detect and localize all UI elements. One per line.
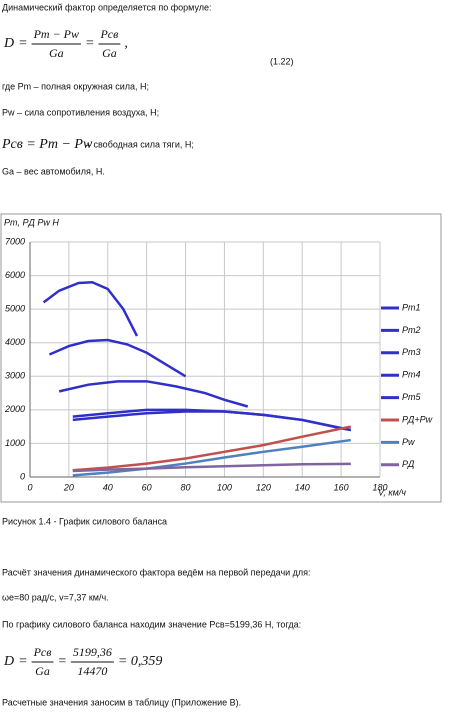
legend-label: PД+Pw [402,414,433,424]
formula-part: = [18,36,27,51]
series-line [72,408,352,432]
paragraph: ωе=80 рад/с, v=7,37 км/ч. [2,592,109,602]
paragraph: Расчетные значения заносим в таблицу (Пр… [2,697,241,707]
formula-part: = [85,36,94,51]
series-line [72,462,351,473]
series-line [42,281,139,337]
formula-part: D [3,36,14,51]
x-tick-label: 160 [334,482,349,492]
formula-numerator: 5199,36 [73,645,112,659]
series-line [48,338,187,378]
intro: Динамический фактор определяется по форм… [2,2,212,12]
legend-label: Pm1 [402,302,421,312]
definition: Gа – вес автомобиля, Н. [2,166,105,176]
definition-formula: Pсв = Pm − Pw [1,137,93,152]
x-tick-label: 140 [295,482,310,492]
series-line [72,410,352,432]
formula-numerator: Pсв [99,27,118,41]
legend-label: Pm5 [402,392,422,402]
x-tick-label: 40 [103,482,113,492]
definition: – свободная сила тяги, Н; [86,139,194,149]
legend-label: Pm3 [402,347,421,357]
formula-denominator: 14470 [77,664,107,678]
x-tick-label: 60 [142,482,152,492]
legend-label: Pm4 [402,370,421,380]
definition: где Pm – полная окружная сила, Н; [2,81,149,91]
y-tick-label: 7000 [5,236,25,246]
caption: Рисунок 1.4 - График силового баланса [2,516,167,526]
formula-denominator: Ga [49,46,64,60]
formula-denominator: Ga [102,46,117,60]
y-tick-label: 2000 [4,404,25,414]
formula-number: (1.22) [270,56,294,66]
x-tick-label: 20 [63,482,74,492]
formula-denominator: Ga [35,664,50,678]
formula-part: = [18,654,27,669]
formula-part: , [124,36,128,51]
legend-label: Pm2 [402,325,421,335]
y-tick-label: 1000 [5,438,25,448]
y-tick-label: 5000 [5,304,25,314]
chart-frame [0,213,442,503]
formula-part: = 0,359 [118,654,162,669]
y-tick-label: 0 [20,471,25,481]
legend-label: PД [402,459,415,469]
formula-part: D [3,654,14,669]
x-tick-label: 100 [217,482,232,492]
series-line [72,425,352,472]
formula-part: = [57,654,66,669]
series-line [58,380,249,408]
y-tick-label: 3000 [5,371,25,381]
y-tick-label: 6000 [5,270,25,280]
x-tick-label: 0 [27,482,32,492]
paragraph: Расчёт значения динамического фактора ве… [2,567,311,577]
x-axis-label: V, км/ч [378,487,406,497]
formula-numerator: Pсв [33,645,52,659]
series-line [72,438,352,477]
x-tick-label: 80 [181,482,191,492]
x-tick-label: 120 [256,482,271,492]
paragraph: По графику силового баланса находим знач… [2,619,301,629]
formula-numerator: Pm − Pw [33,27,79,41]
definition: Pw – сила сопротивления воздуха, Н; [2,107,159,117]
y-tick-label: 4000 [5,337,25,347]
legend-label: Pw [402,437,415,447]
y-axis-label: Pm, PД Pw H [4,217,59,227]
x-tick-label: 180 [372,482,387,492]
